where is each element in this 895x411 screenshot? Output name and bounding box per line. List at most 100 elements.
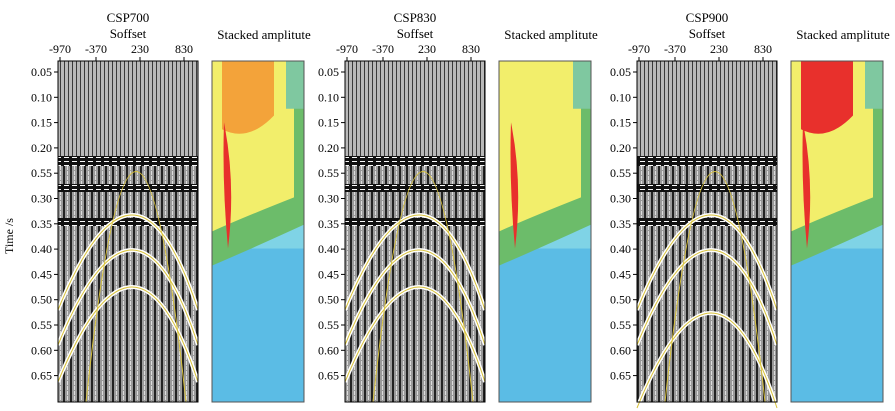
y-tick-label: 0.65: [318, 369, 339, 383]
amp-high: [801, 61, 853, 134]
amp-label: Stacked amplitute: [796, 27, 890, 42]
seismic-upper: [637, 61, 777, 156]
amp-right-strip: [573, 61, 591, 109]
y-tick-label: 0.30: [318, 192, 339, 206]
velocity-curve: [57, 249, 199, 346]
y-tick-label: 0.40: [610, 242, 631, 256]
y-tick-label: 0.50: [610, 293, 631, 307]
seismic-frame: [636, 60, 778, 403]
reflection-band: [345, 218, 485, 226]
seismic-upper: [58, 61, 198, 156]
x-tick-label: 830: [175, 42, 193, 56]
y-tick-label: 0.50: [31, 293, 52, 307]
amp-yellow: [499, 61, 581, 232]
x-tick-label: 230: [710, 42, 728, 56]
y-tick-label: 0.45: [610, 267, 631, 281]
x-tick-label: 830: [754, 42, 772, 56]
velocity-curve: [344, 214, 486, 311]
amp-label: Stacked amplitute: [504, 27, 598, 42]
guide-curve: [664, 171, 766, 403]
reflection-band: [345, 156, 485, 166]
velocity-curve: [57, 286, 199, 383]
y-tick-label: 0.10: [31, 90, 52, 104]
offset-label: Soffset: [397, 26, 434, 41]
y-tick-label: 0.15: [610, 116, 631, 130]
y-tick-label: 0.20: [318, 141, 339, 155]
velocity-curve: [636, 214, 778, 311]
offset-label: Soffset: [689, 26, 726, 41]
y-tick-label: 0.60: [610, 343, 631, 357]
y-tick-label: 0.55: [318, 318, 339, 332]
y-axis-label: Time /s: [2, 218, 16, 254]
y-tick-label: 0.65: [610, 369, 631, 383]
y-tick-label: 0.45: [31, 267, 52, 281]
reflection-band: [637, 156, 777, 166]
y-tick-label: 0.55: [318, 166, 339, 180]
y-tick-label: 0.20: [610, 141, 631, 155]
guide-curve: [372, 171, 474, 403]
reflection-band: [58, 218, 198, 226]
y-tick-label: 0.10: [318, 90, 339, 104]
y-tick-label: 0.05: [31, 65, 52, 79]
reflection-band: [345, 184, 485, 192]
y-tick-label: 0.15: [31, 116, 52, 130]
y-tick-label: 0.10: [610, 90, 631, 104]
seismic-frame: [57, 60, 199, 403]
y-tick-label: 0.35: [31, 217, 52, 231]
reflection-band: [637, 184, 777, 192]
y-tick-label: 0.05: [318, 65, 339, 79]
y-tick-label: 0.40: [31, 242, 52, 256]
amp-frame: [211, 60, 305, 403]
seismic-lower: [58, 156, 198, 402]
amp-label: Stacked amplitute: [217, 27, 311, 42]
amp-deep: [791, 248, 883, 402]
amp-high: [222, 61, 274, 134]
velocity-curve: [344, 249, 486, 346]
amp-frame: [790, 60, 884, 403]
reflection-band: [58, 156, 198, 166]
y-tick-label: 0.35: [610, 217, 631, 231]
y-tick-label: 0.55: [31, 318, 52, 332]
x-tick-label: -970: [628, 42, 650, 56]
x-tick-label: -370: [664, 42, 686, 56]
y-tick-label: 0.55: [610, 318, 631, 332]
y-tick-label: 0.60: [318, 343, 339, 357]
x-tick-label: -370: [85, 42, 107, 56]
amp-peak: [223, 122, 232, 249]
y-tick-label: 0.35: [318, 217, 339, 231]
velocity-curve: [344, 286, 486, 383]
reflection-band: [637, 218, 777, 226]
velocity-curve: [636, 249, 778, 346]
y-tick-label: 0.15: [318, 116, 339, 130]
amp-deep: [499, 248, 591, 402]
amp-right-strip: [865, 61, 883, 109]
seismic-lower: [345, 156, 485, 402]
amp-right-strip: [286, 61, 304, 109]
y-tick-label: 0.45: [318, 267, 339, 281]
x-tick-label: 230: [131, 42, 149, 56]
y-tick-label: 0.55: [31, 166, 52, 180]
csp-title: CSP700: [107, 10, 150, 25]
x-tick-label: 830: [462, 42, 480, 56]
y-tick-label: 0.30: [610, 192, 631, 206]
seismic-frame: [344, 60, 486, 403]
x-tick-label: -970: [49, 42, 71, 56]
y-tick-label: 0.55: [610, 166, 631, 180]
y-tick-label: 0.05: [610, 65, 631, 79]
amp-peak: [802, 122, 811, 249]
amp-peak: [510, 122, 519, 249]
csp-title: CSP900: [686, 10, 729, 25]
y-tick-label: 0.50: [318, 293, 339, 307]
amp-frame: [498, 60, 592, 403]
velocity-curve: [57, 214, 199, 311]
csp-title: CSP830: [394, 10, 437, 25]
y-tick-label: 0.20: [31, 141, 52, 155]
amp-deep: [212, 248, 304, 402]
x-tick-label: -970: [336, 42, 358, 56]
offset-label: Soffset: [110, 26, 147, 41]
y-tick-label: 0.30: [31, 192, 52, 206]
